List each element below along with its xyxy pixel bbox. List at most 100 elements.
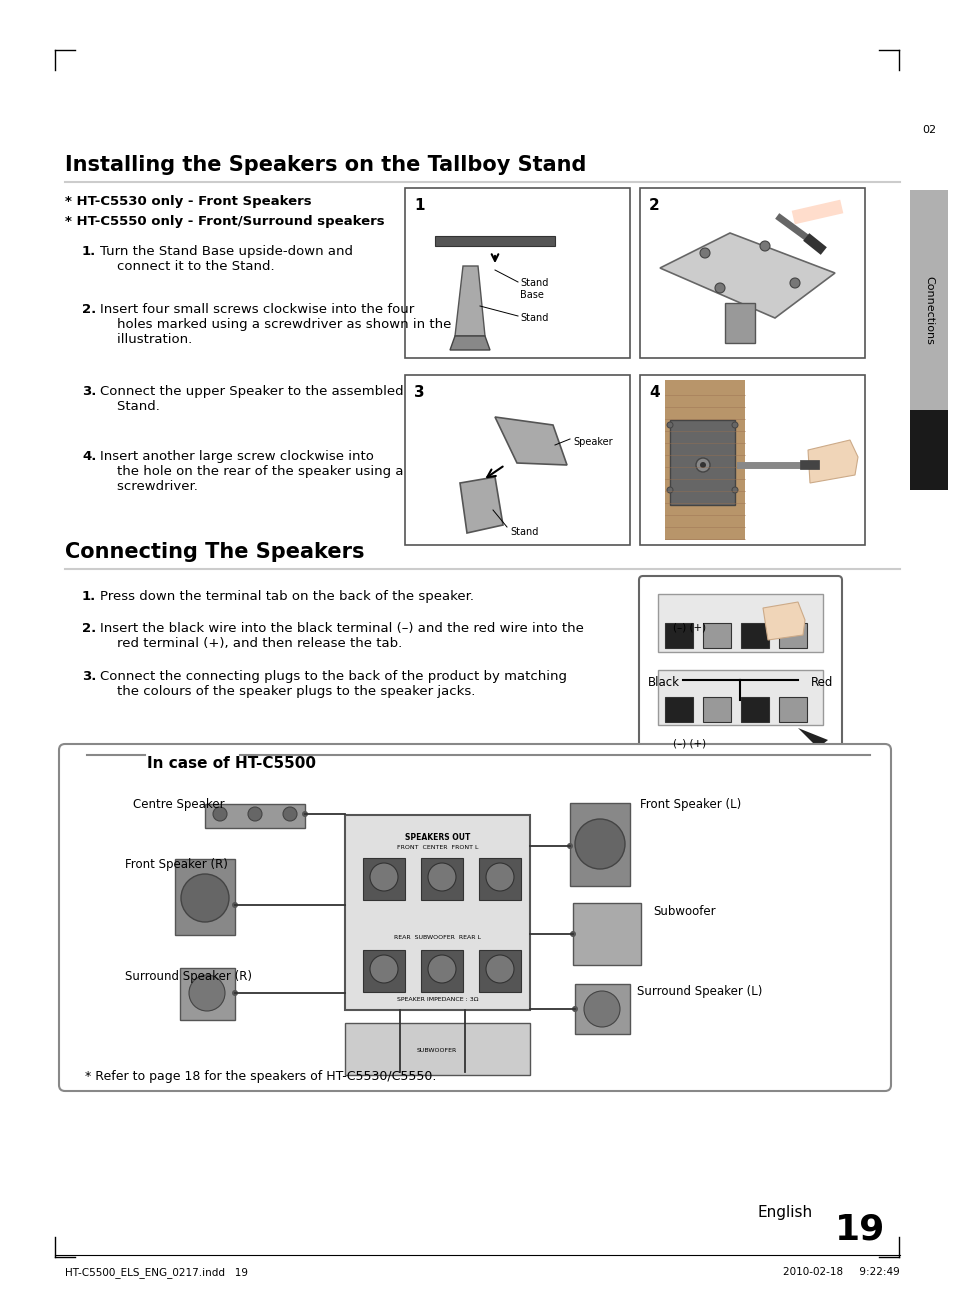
Bar: [345, 1023, 530, 1074]
Text: FRONT  CENTER  FRONT L: FRONT CENTER FRONT L: [396, 846, 477, 850]
Bar: [405, 188, 629, 358]
Circle shape: [370, 955, 397, 983]
Text: Connect the connecting plugs to the back of the product by matching
    the colo: Connect the connecting plugs to the back…: [100, 670, 566, 698]
Circle shape: [789, 278, 800, 288]
Bar: [174, 859, 234, 935]
Text: Centre Speaker: Centre Speaker: [132, 799, 224, 812]
Polygon shape: [807, 440, 857, 484]
Circle shape: [666, 488, 672, 493]
Text: 2: 2: [648, 197, 659, 213]
Bar: [664, 380, 744, 540]
Text: Press down the terminal tab on the back of the speaker.: Press down the terminal tab on the back …: [100, 589, 474, 603]
Circle shape: [666, 422, 672, 427]
Text: 3.: 3.: [82, 386, 96, 399]
Circle shape: [181, 874, 229, 921]
Text: * HT-C5530 only - Front Speakers: * HT-C5530 only - Front Speakers: [65, 195, 312, 208]
Circle shape: [760, 240, 769, 251]
Text: Red: Red: [810, 676, 833, 689]
Bar: [435, 237, 555, 246]
Circle shape: [583, 991, 619, 1027]
Text: * HT-C5550 only - Front/Surround speakers: * HT-C5550 only - Front/Surround speaker…: [65, 214, 384, 227]
Circle shape: [302, 812, 308, 817]
Bar: [702, 623, 730, 648]
Text: 2.: 2.: [82, 303, 96, 316]
Circle shape: [575, 819, 624, 869]
Text: 3.: 3.: [82, 670, 96, 684]
Text: In case of HT-C5500: In case of HT-C5500: [147, 757, 315, 771]
Circle shape: [485, 955, 514, 983]
Text: 2.: 2.: [82, 622, 96, 635]
Circle shape: [248, 806, 262, 821]
Text: 1: 1: [414, 197, 424, 213]
Circle shape: [428, 955, 456, 983]
Bar: [909, 190, 947, 490]
Circle shape: [213, 806, 227, 821]
Bar: [909, 410, 947, 490]
Bar: [658, 593, 822, 652]
Circle shape: [232, 989, 237, 996]
Text: SUBWOOFER: SUBWOOFER: [416, 1048, 456, 1053]
Bar: [639, 375, 864, 545]
Bar: [740, 697, 768, 721]
Bar: [664, 697, 692, 721]
Text: Subwoofer: Subwoofer: [652, 904, 715, 918]
Text: Connecting The Speakers: Connecting The Speakers: [65, 542, 364, 562]
Circle shape: [731, 488, 738, 493]
Text: Surround Speaker (L): Surround Speaker (L): [637, 985, 761, 999]
Circle shape: [189, 975, 225, 1012]
Bar: [740, 623, 768, 648]
Text: SPEAKER IMPEDANCE : 3Ω: SPEAKER IMPEDANCE : 3Ω: [396, 997, 477, 1002]
Text: 1.: 1.: [82, 589, 96, 603]
Bar: [575, 984, 629, 1034]
Bar: [205, 804, 305, 829]
Text: (–) (+): (–) (+): [672, 622, 705, 633]
Bar: [363, 950, 405, 992]
Bar: [478, 857, 520, 901]
Circle shape: [696, 457, 709, 472]
Polygon shape: [450, 336, 490, 350]
Text: * Refer to page 18 for the speakers of HT-C5530/C5550.: * Refer to page 18 for the speakers of H…: [85, 1070, 436, 1084]
Bar: [779, 697, 806, 721]
Circle shape: [232, 902, 237, 908]
Bar: [658, 670, 822, 725]
Polygon shape: [455, 267, 484, 336]
Text: SPEAKERS OUT: SPEAKERS OUT: [404, 833, 470, 842]
Polygon shape: [762, 603, 804, 640]
Text: Insert another large screw clockwise into
    the hole on the rear of the speake: Insert another large screw clockwise int…: [100, 450, 403, 493]
Bar: [405, 375, 629, 545]
Text: Installing the Speakers on the Tallboy Stand: Installing the Speakers on the Tallboy S…: [65, 156, 586, 175]
Bar: [664, 623, 692, 648]
Text: Black: Black: [647, 676, 679, 689]
Circle shape: [700, 461, 705, 468]
Circle shape: [485, 863, 514, 891]
Text: English: English: [758, 1205, 812, 1219]
Bar: [702, 697, 730, 721]
Text: Stand: Stand: [510, 527, 537, 537]
Bar: [478, 950, 520, 992]
Text: Insert four small screws clockwise into the four
    holes marked using a screwd: Insert four small screws clockwise into …: [100, 303, 451, 346]
Text: Surround Speaker (R): Surround Speaker (R): [125, 970, 252, 983]
Bar: [420, 857, 462, 901]
Polygon shape: [459, 477, 502, 533]
Text: Stand
Base: Stand Base: [519, 278, 548, 299]
Bar: [569, 802, 629, 886]
Polygon shape: [495, 417, 566, 465]
Text: Stand: Stand: [519, 312, 548, 323]
Text: HT-C5500_ELS_ENG_0217.indd   19: HT-C5500_ELS_ENG_0217.indd 19: [65, 1266, 248, 1278]
Text: 3: 3: [414, 386, 424, 400]
Text: 2010-02-18     9:22:49: 2010-02-18 9:22:49: [782, 1266, 899, 1277]
Text: Front Speaker (L): Front Speaker (L): [639, 799, 740, 812]
Text: Connections: Connections: [923, 276, 933, 345]
Circle shape: [572, 1006, 578, 1012]
FancyBboxPatch shape: [639, 576, 841, 749]
Bar: [724, 303, 754, 342]
Bar: [420, 950, 462, 992]
Bar: [345, 816, 530, 1010]
Circle shape: [569, 931, 576, 937]
Bar: [180, 968, 234, 1019]
Text: REAR  SUBWOOFER  REAR L: REAR SUBWOOFER REAR L: [394, 935, 480, 940]
Text: Speaker: Speaker: [573, 437, 612, 447]
Text: 4.: 4.: [82, 450, 96, 463]
Bar: [639, 188, 864, 358]
Bar: [669, 420, 734, 505]
